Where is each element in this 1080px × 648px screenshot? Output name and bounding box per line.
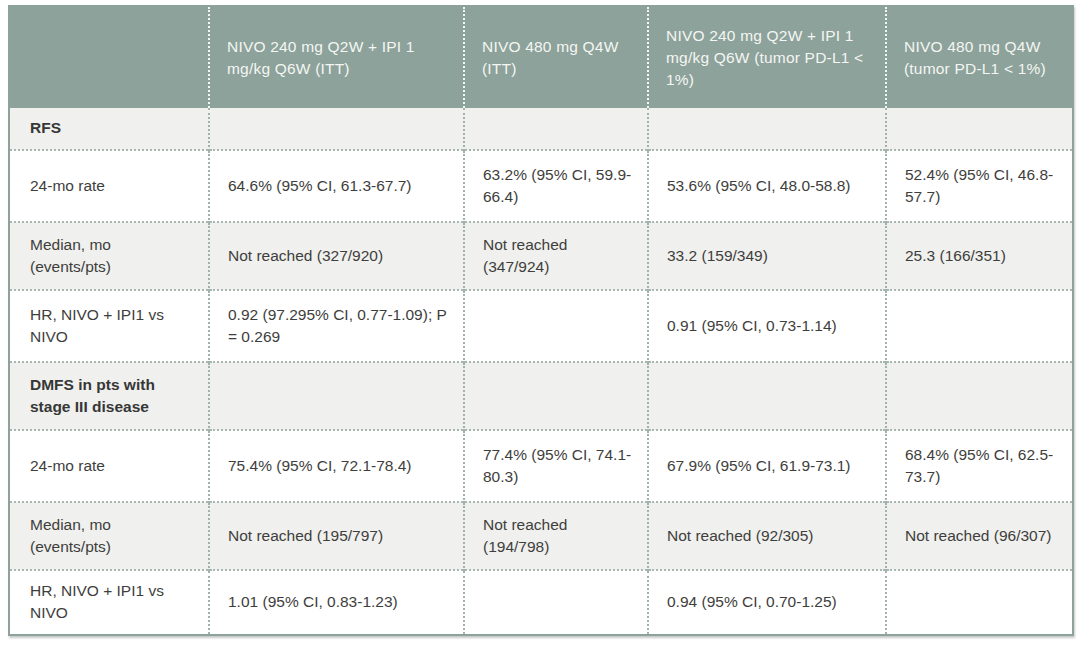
cell-dmfs-c4 — [886, 362, 1073, 430]
row-label-hr: HR, NIVO + IPI1 vs NIVO — [9, 290, 209, 362]
row-dmfs-24mo-rate: 24-mo rate 75.4% (95% CI, 72.1-78.4) 77.… — [9, 430, 1073, 502]
cell-rfs-c1 — [209, 108, 464, 150]
row-dmfs-hr: HR, NIVO + IPI1 vs NIVO 1.01 (95% CI, 0.… — [9, 570, 1073, 635]
rfs-dmfs-results-table: NIVO 240 mg Q2W + IPI 1 mg/kg Q6W (ITT) … — [8, 5, 1074, 636]
cell-rfs-c3 — [648, 108, 886, 150]
cell-dmfs-hr-c3: 0.94 (95% CI, 0.70-1.25) — [648, 570, 886, 635]
cell-dmfs-hr-c4 — [886, 570, 1073, 635]
row-label-24mo-rate: 24-mo rate — [9, 150, 209, 222]
cell-dmfs-24mo-c4: 68.4% (95% CI, 62.5-73.7) — [886, 430, 1073, 502]
cell-rfs-hr-c3: 0.91 (95% CI, 0.73-1.14) — [648, 290, 886, 362]
cell-rfs-c4 — [886, 108, 1073, 150]
cell-dmfs-c3 — [648, 362, 886, 430]
row-label-median: Median, mo (events/pts) — [9, 222, 209, 290]
row-dmfs-median: Median, mo (events/pts) Not reached (195… — [9, 502, 1073, 570]
row-label-median: Median, mo (events/pts) — [9, 502, 209, 570]
cell-dmfs-c2 — [464, 362, 648, 430]
cell-dmfs-median-c3: Not reached (92/305) — [648, 502, 886, 570]
cell-rfs-hr-c4 — [886, 290, 1073, 362]
cell-rfs-c2 — [464, 108, 648, 150]
header-cell-nivo480-itt: NIVO 480 mg Q4W (ITT) — [464, 6, 648, 108]
table-page: NIVO 240 mg Q2W + IPI 1 mg/kg Q6W (ITT) … — [0, 0, 1080, 642]
cell-rfs-24mo-c4: 52.4% (95% CI, 46.8-57.7) — [886, 150, 1073, 222]
header-cell-row-labels — [9, 6, 209, 108]
row-label-dmfs: DMFS in pts with stage III disease — [9, 362, 209, 430]
cell-rfs-24mo-c2: 63.2% (95% CI, 59.9-66.4) — [464, 150, 648, 222]
header-cell-nivo480-pdl1: NIVO 480 mg Q4W (tumor PD-L1 < 1%) — [886, 6, 1073, 108]
cell-dmfs-c1 — [209, 362, 464, 430]
cell-dmfs-24mo-c3: 67.9% (95% CI, 61.9-73.1) — [648, 430, 886, 502]
row-label-rfs: RFS — [9, 108, 209, 150]
header-cell-nivo-ipi-itt: NIVO 240 mg Q2W + IPI 1 mg/kg Q6W (ITT) — [209, 6, 464, 108]
row-rfs-median: Median, mo (events/pts) Not reached (327… — [9, 222, 1073, 290]
row-rfs-24mo-rate: 24-mo rate 64.6% (95% CI, 61.3-67.7) 63.… — [9, 150, 1073, 222]
row-rfs-section: RFS — [9, 108, 1073, 150]
cell-rfs-24mo-c1: 64.6% (95% CI, 61.3-67.7) — [209, 150, 464, 222]
row-label-hr: HR, NIVO + IPI1 vs NIVO — [9, 570, 209, 635]
cell-rfs-median-c1: Not reached (327/920) — [209, 222, 464, 290]
row-dmfs-section: DMFS in pts with stage III disease — [9, 362, 1073, 430]
cell-rfs-median-c4: 25.3 (166/351) — [886, 222, 1073, 290]
header-cell-nivo-ipi-pdl1: NIVO 240 mg Q2W + IPI 1 mg/kg Q6W (tumor… — [648, 6, 886, 108]
cell-rfs-median-c2: Not reached (347/924) — [464, 222, 648, 290]
header-row: NIVO 240 mg Q2W + IPI 1 mg/kg Q6W (ITT) … — [9, 6, 1073, 108]
cell-dmfs-median-c1: Not reached (195/797) — [209, 502, 464, 570]
cell-dmfs-24mo-c2: 77.4% (95% CI, 74.1-80.3) — [464, 430, 648, 502]
cell-rfs-hr-c1: 0.92 (97.295% CI, 0.77-1.09); P = 0.269 — [209, 290, 464, 362]
cell-dmfs-median-c2: Not reached (194/798) — [464, 502, 648, 570]
cell-dmfs-median-c4: Not reached (96/307) — [886, 502, 1073, 570]
row-label-24mo-rate: 24-mo rate — [9, 430, 209, 502]
cell-rfs-median-c3: 33.2 (159/349) — [648, 222, 886, 290]
cell-rfs-24mo-c3: 53.6% (95% CI, 48.0-58.8) — [648, 150, 886, 222]
cell-dmfs-hr-c1: 1.01 (95% CI, 0.83-1.23) — [209, 570, 464, 635]
row-rfs-hr: HR, NIVO + IPI1 vs NIVO 0.92 (97.295% CI… — [9, 290, 1073, 362]
cell-rfs-hr-c2 — [464, 290, 648, 362]
cell-dmfs-24mo-c1: 75.4% (95% CI, 72.1-78.4) — [209, 430, 464, 502]
cell-dmfs-hr-c2 — [464, 570, 648, 635]
